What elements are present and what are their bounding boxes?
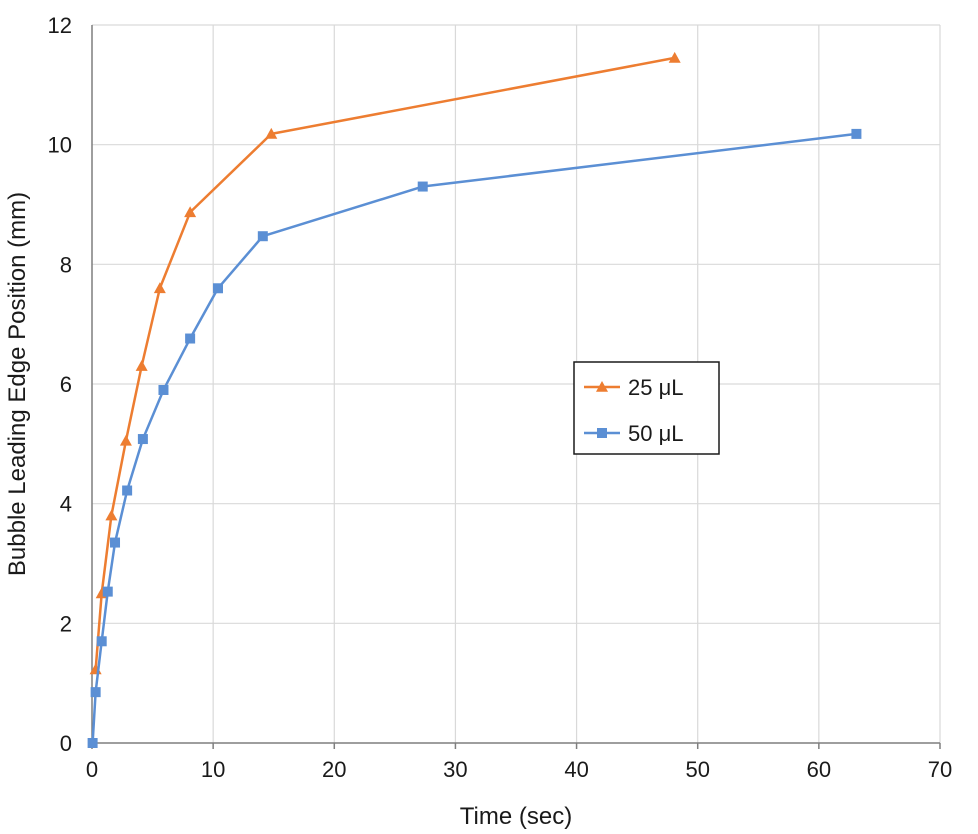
y-tick-label: 4 (60, 492, 72, 517)
legend: 25 μL 50 μL (573, 361, 720, 455)
data-point (668, 51, 681, 63)
x-tick-labels: 0 10 20 30 40 50 60 70 (86, 757, 952, 782)
data-point (122, 485, 133, 496)
data-point (105, 509, 118, 521)
y-tick-label: 2 (60, 611, 72, 636)
data-point (102, 586, 113, 597)
legend-item: 50 μL (584, 421, 684, 446)
y-tick-label: 6 (60, 372, 72, 397)
data-point (119, 434, 132, 446)
y-tick-label: 10 (48, 133, 72, 158)
data-point (417, 181, 428, 192)
data-point (135, 360, 148, 371)
y-tick-label: 8 (60, 252, 72, 277)
legend-marker (597, 428, 607, 438)
data-point (158, 384, 169, 395)
x-tick-label: 70 (928, 757, 952, 782)
y-tick-label: 0 (60, 731, 72, 756)
data-point (851, 128, 862, 139)
x-axis-label: Time (sec) (460, 803, 572, 830)
data-point (257, 231, 268, 242)
legend-label: 50 μL (628, 421, 684, 446)
series-1 (89, 51, 681, 675)
data-point (90, 687, 101, 698)
data-point (212, 283, 223, 294)
y-tick-label: 12 (48, 13, 72, 38)
x-tick-label: 40 (564, 757, 588, 782)
data-point (265, 127, 278, 139)
x-tick-label: 0 (86, 757, 98, 782)
series-2 (87, 128, 862, 748)
legend-marker (596, 381, 608, 392)
x-tick-label: 30 (443, 757, 467, 782)
data-point (137, 434, 148, 445)
x-tick-label: 10 (201, 757, 225, 782)
data-point (87, 738, 98, 748)
x-tick-label: 60 (807, 757, 831, 782)
data-point (96, 636, 107, 647)
legend-item: 25 μL (584, 375, 684, 400)
data-point (110, 537, 121, 548)
axes (91, 25, 941, 749)
series-group (87, 51, 862, 748)
legend-label: 25 μL (628, 375, 684, 400)
y-axis-label: Bubble Leading Edge Position (mm) (4, 192, 31, 576)
data-point (153, 282, 166, 294)
data-point (184, 206, 197, 218)
x-tick-label: 50 (685, 757, 709, 782)
x-tick-label: 20 (322, 757, 346, 782)
y-tick-labels: 0 2 4 6 8 10 12 (48, 13, 72, 756)
legend-box (573, 361, 720, 455)
gridlines (92, 24, 941, 743)
data-point (185, 333, 196, 344)
